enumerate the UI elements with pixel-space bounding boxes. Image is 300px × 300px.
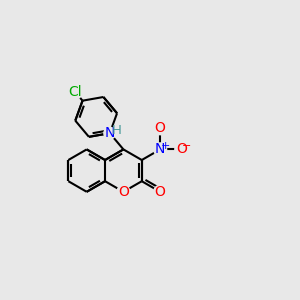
Text: O: O (176, 142, 187, 155)
Circle shape (154, 143, 166, 156)
Circle shape (154, 122, 166, 135)
Text: +: + (161, 141, 170, 151)
Circle shape (117, 185, 130, 198)
Text: H: H (112, 124, 122, 137)
Circle shape (154, 185, 166, 198)
Text: N: N (105, 126, 115, 140)
Circle shape (175, 143, 188, 156)
Circle shape (104, 127, 116, 139)
Text: O: O (155, 121, 166, 135)
Text: O: O (155, 185, 166, 199)
Text: N: N (155, 142, 165, 155)
Circle shape (68, 84, 82, 99)
Text: O: O (118, 185, 129, 199)
Text: Cl: Cl (68, 85, 82, 99)
Text: −: − (182, 141, 191, 151)
